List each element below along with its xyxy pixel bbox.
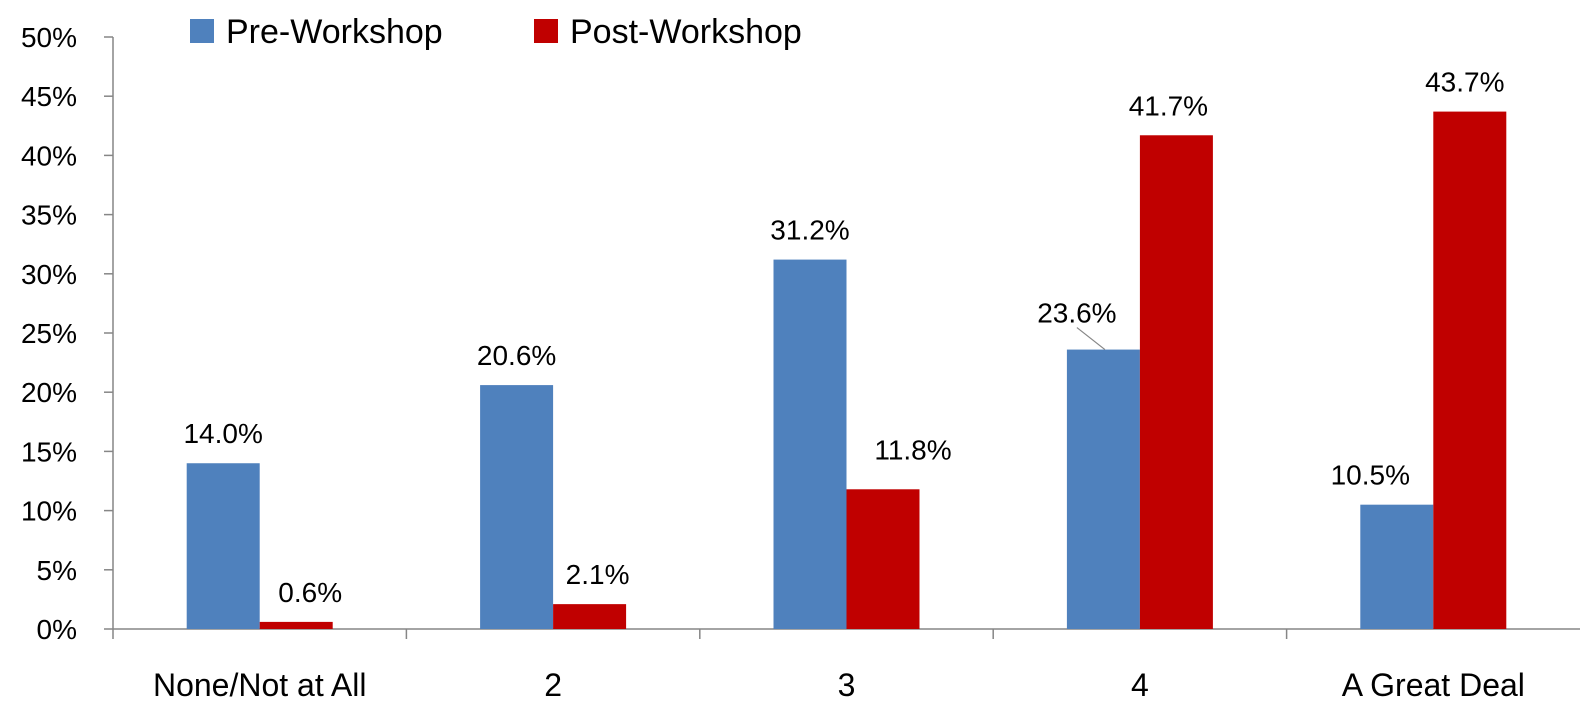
post-workshop-value-label: 41.7% <box>1129 90 1208 121</box>
pre-workshop-bar <box>1066 349 1140 629</box>
legend-swatch-pre-workshop <box>190 19 214 43</box>
y-tick-label: 15% <box>21 436 77 467</box>
pre-workshop-value-label: 20.6% <box>477 340 556 371</box>
post-workshop-bar <box>846 489 920 629</box>
post-workshop-bar <box>1433 111 1507 630</box>
post-workshop-bar <box>1139 135 1213 629</box>
legend-label-pre-workshop: Pre-Workshop <box>226 13 443 51</box>
post-workshop-value-label: 11.8% <box>874 434 951 465</box>
post-workshop-value-label: 2.1% <box>566 559 630 590</box>
pre-workshop-bar <box>773 259 847 629</box>
y-tick-label: 35% <box>21 200 77 231</box>
y-tick-label: 0% <box>37 614 77 645</box>
x-category-label: None/Not at All <box>153 667 366 703</box>
legend: Pre-Workshop Post-Workshop <box>190 13 802 51</box>
y-tick-label: 50% <box>21 22 77 53</box>
pre-workshop-bar <box>480 385 554 629</box>
legend-swatch-post-workshop <box>534 19 558 43</box>
pre-workshop-bar <box>186 463 260 629</box>
post-workshop-value-label: 0.6% <box>278 577 342 608</box>
pre-workshop-value-label: 31.2% <box>770 215 849 246</box>
x-category-label: 4 <box>1131 667 1149 703</box>
axes: 0% 5% 10% 15% 20% 25% 30% 35% 40% 45% 50% None/Not … <box>21 22 1580 703</box>
post-workshop-bar <box>259 621 333 629</box>
y-tick-label: 40% <box>21 140 77 171</box>
bars <box>186 111 1507 630</box>
pre-workshop-bar <box>1360 504 1434 629</box>
legend-label-post-workshop: Post-Workshop <box>570 13 802 51</box>
pre-workshop-value-label: 10.5% <box>1331 460 1410 491</box>
post-workshop-value-label: 43.7% <box>1425 67 1504 98</box>
y-tick-label: 5% <box>37 555 77 586</box>
post-workshop-bar <box>553 604 627 629</box>
data-label-leader-line <box>1076 327 1106 351</box>
pre-workshop-value-label: 14.0% <box>183 418 262 449</box>
y-tick-label: 45% <box>21 81 77 112</box>
pre-workshop-value-label: 23.6% <box>1037 298 1116 329</box>
y-tick-label: 20% <box>21 377 77 408</box>
data-labels: 14.0% 0.6% 20.6% 2.1% 31.2% 11.8% 23.6% 41.7% 10… <box>183 67 1504 608</box>
x-category-label: 2 <box>544 667 562 703</box>
y-tick-label: 25% <box>21 318 77 349</box>
x-category-label: 3 <box>838 667 856 703</box>
y-tick-label: 10% <box>21 496 77 527</box>
x-category-label: A Great Deal <box>1342 667 1525 703</box>
y-tick-label: 30% <box>21 259 77 290</box>
